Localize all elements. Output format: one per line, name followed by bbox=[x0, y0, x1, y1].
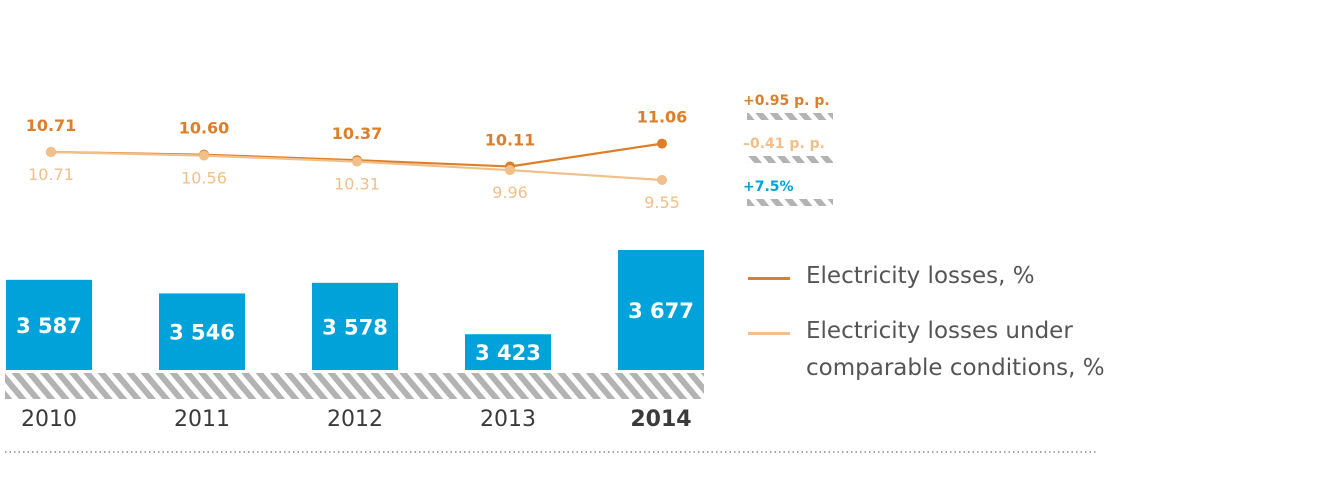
bar-value-2010: 3 587 bbox=[16, 314, 82, 338]
point-losses-comparable-2010 bbox=[46, 147, 56, 157]
legend-swatch-losses bbox=[748, 277, 790, 280]
label-losses-2010: 10.71 bbox=[26, 116, 77, 135]
bar-value-2013: 3 423 bbox=[475, 341, 541, 365]
delta-losses-comparable: –0.41 p. p. bbox=[743, 136, 825, 152]
bar-2011 bbox=[159, 293, 245, 370]
label-losses-comparable-2012: 10.31 bbox=[334, 175, 380, 194]
point-losses-2014 bbox=[657, 138, 667, 149]
bar-2013 bbox=[465, 334, 551, 370]
label-losses-2011: 10.60 bbox=[179, 119, 230, 138]
baseline-hatch bbox=[5, 373, 704, 399]
label-losses-comparable-2014: 9.55 bbox=[644, 193, 680, 212]
label-losses-2014: 11.06 bbox=[637, 108, 688, 127]
year-label-2010: 2010 bbox=[21, 407, 77, 432]
label-losses-comparable-2013: 9.96 bbox=[492, 183, 528, 202]
label-losses-2012: 10.37 bbox=[332, 124, 383, 143]
label-losses-2013: 10.11 bbox=[485, 130, 536, 149]
year-label-2013: 2013 bbox=[480, 407, 536, 432]
bar-2012 bbox=[312, 282, 398, 370]
legend-label-losses-comparable-line1: Electricity losses under bbox=[806, 318, 1073, 344]
year-label-2012: 2012 bbox=[327, 407, 383, 432]
delta-losses-comparable-hatch bbox=[747, 156, 833, 163]
point-losses-comparable-2011 bbox=[199, 150, 209, 161]
legend-swatch-losses-comparable bbox=[748, 332, 790, 335]
bar-value-2011: 3 546 bbox=[169, 321, 235, 345]
legend-label-losses-comparable-line2: comparable conditions, % bbox=[806, 355, 1105, 381]
bar-2014 bbox=[618, 250, 704, 370]
delta-losses-hatch bbox=[747, 113, 833, 120]
point-losses-comparable-2012 bbox=[352, 156, 362, 167]
label-losses-comparable-2010: 10.71 bbox=[28, 165, 74, 184]
year-label-2014: 2014 bbox=[630, 407, 691, 432]
delta-volume-hatch bbox=[747, 199, 833, 206]
delta-volume: +7.5% bbox=[743, 179, 794, 195]
delta-losses: +0.95 p. p. bbox=[743, 93, 830, 109]
point-losses-comparable-2014 bbox=[657, 174, 667, 185]
year-label-2011: 2011 bbox=[174, 407, 230, 432]
bar-value-2014: 3 677 bbox=[628, 299, 694, 323]
point-losses-comparable-2013 bbox=[505, 165, 515, 176]
bar-value-2012: 3 578 bbox=[322, 315, 388, 339]
bar-2010 bbox=[6, 279, 92, 370]
label-losses-comparable-2011: 10.56 bbox=[181, 169, 227, 188]
legend-label-losses: Electricity losses, % bbox=[806, 263, 1035, 289]
